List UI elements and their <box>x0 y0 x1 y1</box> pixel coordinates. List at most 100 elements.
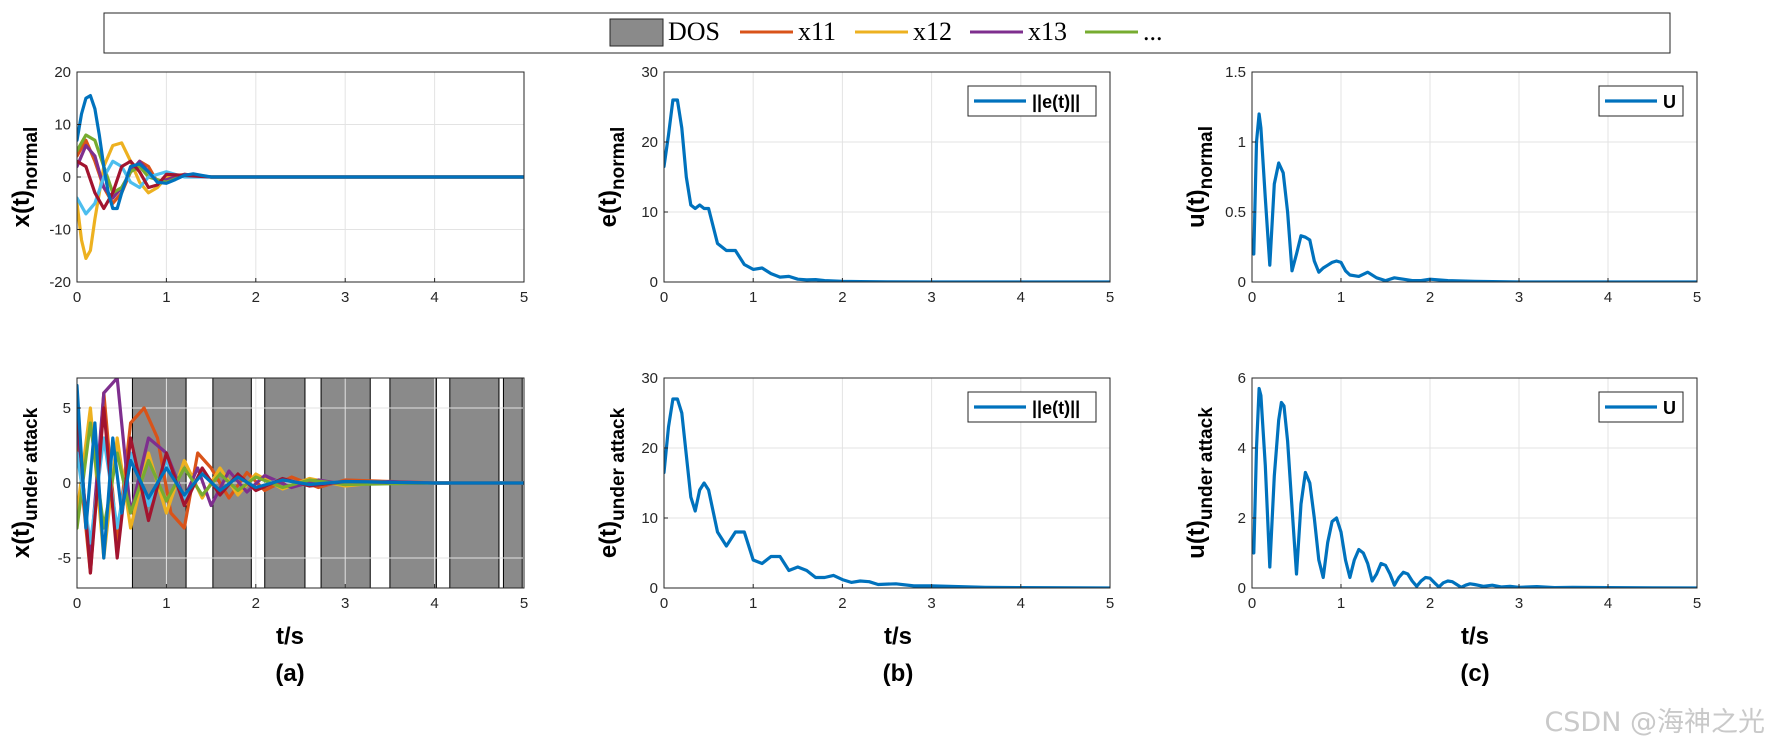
x-tick-label: 0 <box>1248 595 1256 612</box>
y-tick-label: -10 <box>49 222 71 239</box>
y-tick-label: 10 <box>54 117 71 134</box>
inplot-legend: U <box>1598 391 1684 423</box>
chart-a-bottom: 0 1 2 3 4 5 -5 0 5 x(t)under attack <box>8 377 528 612</box>
series-line-||e(t)|| <box>664 98 1110 282</box>
inplot-legend-label: U <box>1663 398 1676 418</box>
x-tick-label: 0 <box>1248 289 1256 306</box>
y-tick-label: 0 <box>1238 580 1246 597</box>
series-group <box>664 397 1110 588</box>
x-tick-label: 4 <box>430 595 438 612</box>
y-tick-label: -20 <box>49 274 71 291</box>
panel-label-b: (b) <box>883 660 914 687</box>
x-tick-label: 5 <box>1693 289 1701 306</box>
legend-label: ... <box>1143 17 1163 46</box>
legend-item: ... <box>1085 17 1163 46</box>
axes-box <box>1251 377 1698 589</box>
series-group <box>77 93 524 260</box>
watermark: CSDN @海神之光 <box>1544 707 1765 738</box>
legend-item: x13 <box>970 17 1067 46</box>
chart-b-top: 0 1 2 3 4 5 0 10 20 30 e(t)normal ||e(t)|| <box>595 64 1114 306</box>
x-tick-label: 3 <box>341 595 349 612</box>
top-legend: DOS x11 x12 x13... <box>103 12 1671 54</box>
legend-label: DOS <box>668 17 720 46</box>
x-tick-label: 1 <box>1337 289 1345 306</box>
x-axis-label-c: t/s <box>1461 623 1489 650</box>
y-tick-label: 30 <box>641 64 658 81</box>
y-tick-label: 0 <box>650 580 658 597</box>
x-axis-label-b: t/s <box>884 623 912 650</box>
chart-b-bottom: 0 1 2 3 4 5 0 10 20 30 e(t)under attack ||e(t)|| <box>595 370 1114 612</box>
x-tick-label: 4 <box>430 289 438 306</box>
x-tick-label: 5 <box>1106 595 1114 612</box>
y-tick-label: 20 <box>641 440 658 457</box>
x-tick-label: 1 <box>162 595 170 612</box>
series-line-||e(t)|| <box>664 397 1110 588</box>
axes-box <box>663 71 1111 283</box>
series-line-U <box>1252 112 1697 282</box>
x-tick-label: 4 <box>1017 289 1025 306</box>
panel-label-c: (c) <box>1460 660 1489 687</box>
y-tick-label: -5 <box>58 550 71 567</box>
y-axis-label: x(t)normal <box>8 127 42 228</box>
series-group <box>1252 112 1697 282</box>
inplot-legend: ||e(t)|| <box>967 85 1097 117</box>
x-tick-label: 4 <box>1604 595 1612 612</box>
x-tick-label: 2 <box>1426 289 1434 306</box>
y-axis-label: u(t)normal <box>1183 126 1217 228</box>
x-tick-label: 2 <box>838 289 846 306</box>
series-line-x14 <box>77 421 524 530</box>
x-tick-label: 0 <box>660 595 668 612</box>
x-tick-label: 5 <box>520 595 528 612</box>
series-group <box>1252 386 1697 588</box>
legend-label: x13 <box>1028 17 1067 46</box>
y-tick-label: 30 <box>641 370 658 387</box>
y-axis-label: u(t)under attack <box>1183 407 1217 559</box>
axes-box <box>663 377 1111 589</box>
series-line-x17 <box>77 383 524 560</box>
panel-label-a: (a) <box>275 660 304 687</box>
y-tick-label: 1.5 <box>1225 64 1246 81</box>
x-tick-label: 0 <box>660 289 668 306</box>
series-line-U <box>1252 386 1697 588</box>
x-tick-label: 5 <box>520 289 528 306</box>
y-tick-label: 0 <box>63 475 71 492</box>
y-tick-label: 20 <box>54 64 71 81</box>
inplot-legend-label: U <box>1663 92 1676 112</box>
series-group <box>77 378 524 575</box>
inplot-legend: U <box>1598 85 1684 117</box>
chart-c-bottom: 0 1 2 3 4 5 0 2 4 6 u(t)under attack U <box>1183 370 1701 612</box>
x-tick-label: 5 <box>1106 289 1114 306</box>
chart-a-top: 0 1 2 3 4 5 -20 -10 0 10 20 x(t)normal <box>8 64 528 306</box>
y-tick-label: 20 <box>641 134 658 151</box>
series-line-x17 <box>77 93 524 211</box>
y-tick-label: 1 <box>1238 134 1246 151</box>
y-tick-label: 0 <box>63 169 71 186</box>
y-tick-label: 0.5 <box>1225 204 1246 221</box>
inplot-legend: ||e(t)|| <box>967 391 1097 423</box>
legend-item: x12 <box>855 17 952 46</box>
x-tick-label: 1 <box>1337 595 1345 612</box>
y-tick-label: 6 <box>1238 370 1246 387</box>
x-tick-label: 1 <box>749 289 757 306</box>
x-axis-label-a: t/s <box>276 623 304 650</box>
legend-swatch <box>609 18 664 47</box>
x-tick-label: 3 <box>341 289 349 306</box>
y-tick-label: 2 <box>1238 510 1246 527</box>
x-tick-label: 2 <box>1426 595 1434 612</box>
y-axis-label: e(t)under attack <box>595 407 629 558</box>
x-tick-label: 2 <box>252 289 260 306</box>
y-tick-label: 10 <box>641 510 658 527</box>
y-axis-label: x(t)under attack <box>8 407 42 558</box>
y-tick-label: 0 <box>650 274 658 291</box>
y-tick-label: 10 <box>641 204 658 221</box>
x-tick-label: 0 <box>73 595 81 612</box>
legend-item: DOS <box>609 17 720 47</box>
y-axis-label: e(t)normal <box>595 127 629 228</box>
chart-c-top: 0 1 2 3 4 5 0 0.5 1 1.5 u(t)normal U <box>1183 64 1701 306</box>
y-tick-label: 5 <box>63 400 71 417</box>
x-tick-label: 3 <box>927 595 935 612</box>
x-tick-label: 2 <box>252 595 260 612</box>
x-tick-label: 3 <box>1515 289 1523 306</box>
axes-box <box>1251 71 1698 283</box>
